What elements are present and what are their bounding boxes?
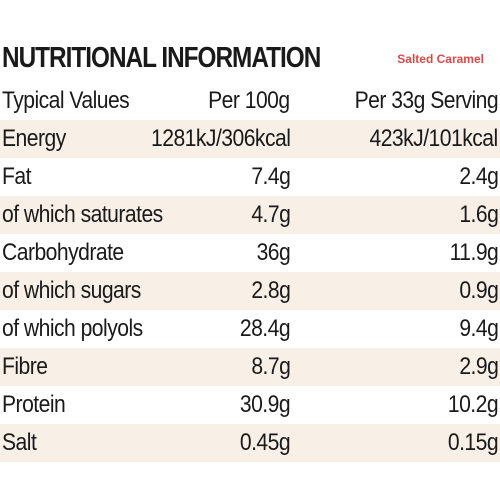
row-value-per-100g: 28.4g bbox=[239, 315, 291, 342]
nutrition-table: Typical Values Per 100g Per 33g Serving … bbox=[0, 82, 500, 462]
row-value-per-100g: 1281kJ/306kcal bbox=[150, 125, 291, 152]
row-label: Fibre bbox=[2, 353, 48, 380]
row-value-per-100g: 8.7g bbox=[251, 353, 291, 380]
row-value-per-100g: 30.9g bbox=[239, 391, 291, 418]
row-value-per-100g: 2.8g bbox=[251, 277, 291, 304]
row-value-per-100g: 0.45g bbox=[239, 429, 291, 456]
table-row-fibre: Fibre 8.7g 2.9g bbox=[0, 348, 500, 386]
row-value-per-100g: 4.7g bbox=[251, 201, 291, 228]
table-header-row: Typical Values Per 100g Per 33g Serving bbox=[0, 82, 500, 120]
table-row-fat: Fat 7.4g 2.4g bbox=[0, 158, 500, 196]
row-label: Protein bbox=[2, 391, 66, 418]
row-value-per-100g: 36g bbox=[256, 239, 290, 266]
header-per-100g: Per 100g bbox=[208, 87, 291, 114]
row-value-per-serving: 9.4g bbox=[459, 315, 499, 342]
row-label: of which saturates bbox=[2, 201, 163, 228]
row-value-per-serving: 0.15g bbox=[447, 429, 499, 456]
page-title: NUTRITIONAL INFORMATION bbox=[2, 42, 321, 74]
row-value-per-serving: 0.9g bbox=[459, 277, 499, 304]
row-label: of which polyols bbox=[2, 315, 143, 342]
row-value-per-serving: 423kJ/101kcal bbox=[369, 125, 499, 152]
table-row-carbohydrate: Carbohydrate 36g 11.9g bbox=[0, 234, 500, 272]
row-label: Fat bbox=[2, 163, 31, 190]
header-per-serving: Per 33g Serving bbox=[354, 87, 498, 114]
row-value-per-serving: 11.9g bbox=[449, 239, 498, 266]
row-value-per-100g: 7.4g bbox=[251, 163, 291, 190]
row-value-per-serving: 10.2g bbox=[447, 391, 499, 418]
row-label: Salt bbox=[2, 429, 37, 456]
table-row-energy: Energy 1281kJ/306kcal 423kJ/101kcal bbox=[0, 120, 500, 158]
table-row-sugars: of which sugars 2.8g 0.9g bbox=[0, 272, 500, 310]
flavour-label: Salted Caramel bbox=[397, 52, 484, 66]
header-typical-values: Typical Values bbox=[2, 87, 130, 114]
table-row-salt: Salt 0.45g 0.15g bbox=[0, 424, 500, 462]
row-value-per-serving: 2.4g bbox=[459, 163, 499, 190]
table-row-protein: Protein 30.9g 10.2g bbox=[0, 386, 500, 424]
row-label: of which sugars bbox=[2, 277, 141, 304]
table-row-polyols: of which polyols 28.4g 9.4g bbox=[0, 310, 500, 348]
row-value-per-serving: 1.6g bbox=[459, 201, 499, 228]
row-label: Energy bbox=[2, 125, 66, 152]
row-value-per-serving: 2.9g bbox=[459, 353, 499, 380]
table-row-saturates: of which saturates 4.7g 1.6g bbox=[0, 196, 500, 234]
row-label: Carbohydrate bbox=[2, 239, 124, 266]
